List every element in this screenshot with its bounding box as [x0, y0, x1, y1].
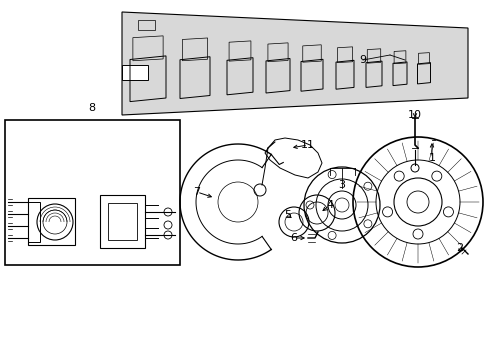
Text: 4: 4	[326, 200, 333, 210]
Text: 7: 7	[193, 187, 200, 197]
Polygon shape	[122, 12, 467, 115]
Text: 10: 10	[407, 110, 421, 120]
Text: 6: 6	[290, 233, 297, 243]
Text: 5: 5	[284, 210, 291, 220]
Bar	[5, 120, 180, 265]
Text: 1: 1	[427, 153, 435, 163]
Polygon shape	[122, 65, 148, 80]
Text: 8: 8	[88, 103, 95, 113]
Text: 3: 3	[338, 180, 345, 190]
Text: 11: 11	[301, 140, 314, 150]
Text: 9: 9	[359, 55, 366, 65]
Text: 2: 2	[455, 243, 463, 253]
